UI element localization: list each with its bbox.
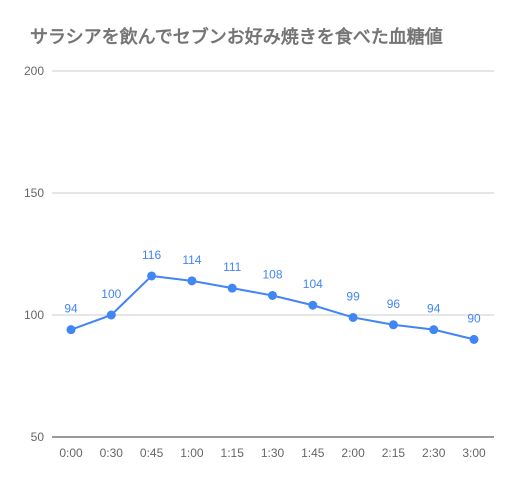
x-tick-label: 2:30	[422, 446, 446, 460]
data-point	[187, 276, 197, 286]
x-tick-label: 0:00	[59, 446, 83, 460]
x-tick-label: 0:30	[100, 446, 124, 460]
data-point	[227, 283, 237, 293]
data-label: 108	[262, 267, 282, 281]
x-tick-label: 1:45	[301, 446, 325, 460]
x-tick-label: 2:15	[382, 446, 406, 460]
chart-title: サラシアを飲んでセブンお好み焼きを食べた血糖値	[30, 27, 443, 48]
data-label: 94	[427, 302, 441, 316]
series-line	[70, 274, 475, 341]
data-point	[66, 325, 76, 335]
data-label: 100	[101, 287, 121, 301]
data-point	[429, 325, 439, 335]
data-point	[388, 320, 398, 330]
x-tick-label: 3:00	[462, 446, 486, 460]
data-label: 114	[182, 253, 201, 267]
data-label: 116	[142, 248, 161, 262]
data-label: 94	[64, 302, 78, 316]
y-tick-label: 150	[24, 186, 44, 200]
y-tick-label: 50	[31, 430, 45, 444]
data-label: 104	[303, 277, 323, 291]
data-label: 96	[387, 297, 401, 311]
data-label: 99	[346, 289, 360, 303]
x-tick-label: 1:00	[180, 446, 204, 460]
data-point	[348, 312, 358, 322]
x-tick-label: 0:45	[140, 446, 164, 460]
data-point	[469, 334, 479, 344]
data-point	[308, 300, 318, 310]
x-tick-label: 1:30	[261, 446, 285, 460]
data-point	[268, 290, 277, 300]
data-label: 90	[467, 311, 481, 325]
x-tick-label: 2:00	[341, 446, 365, 460]
y-tick-label: 200	[24, 64, 44, 78]
y-tick-label: 100	[24, 308, 44, 322]
data-point	[147, 271, 157, 281]
x-tick-label: 1:15	[221, 446, 245, 460]
data-point	[106, 310, 116, 320]
data-label: 111	[223, 260, 242, 274]
